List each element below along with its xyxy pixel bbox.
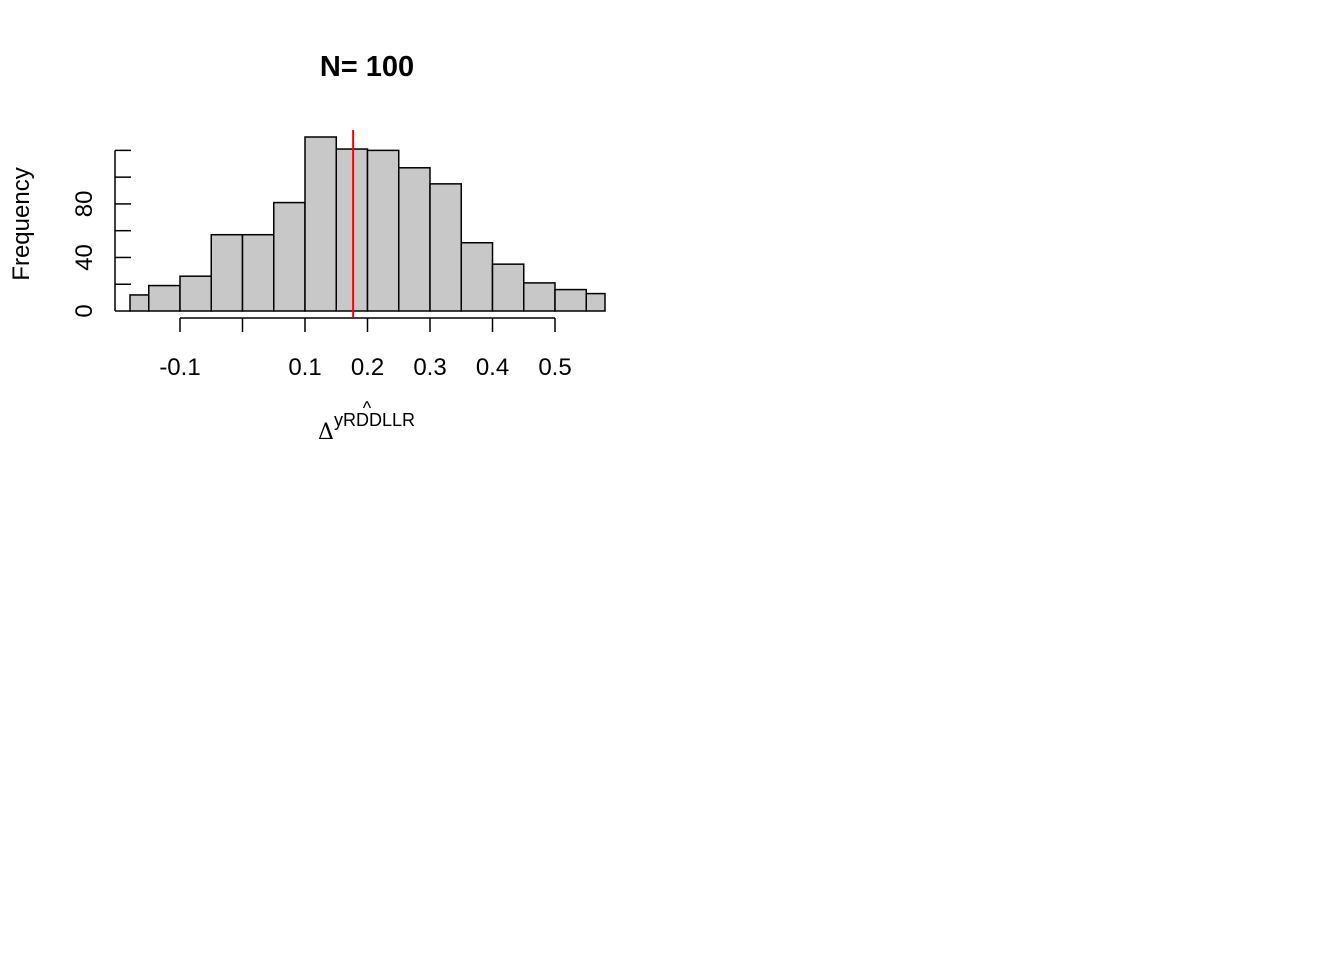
histogram-bar-12 [491, 263, 525, 312]
x-tick-label-3: 0.2 [351, 354, 384, 381]
histogram-bar-5 [273, 201, 306, 312]
x-tick-label-0: -0.1 [159, 354, 200, 381]
histogram-bar-1 [148, 284, 181, 312]
histogram-bar-10 [429, 183, 462, 312]
histogram-bar-4 [241, 233, 275, 312]
histogram-bar-9 [398, 167, 431, 312]
y-axis: 0 40 80 [71, 149, 131, 318]
x-axis-label-superscript: yRDDLLR [334, 410, 415, 430]
x-axis: -0.1 0.1 0.2 0.3 0.4 0.5 [159, 317, 572, 381]
x-axis-label-hat: ^ [363, 398, 372, 418]
x-tick-label-4: 0.3 [413, 354, 446, 381]
histogram-bar-13 [523, 282, 556, 312]
x-tick-label-5: 0.4 [476, 354, 509, 381]
y-tick-label-2: 40 [71, 244, 98, 271]
y-tick-label-4: 80 [71, 191, 98, 218]
histogram-bar-8 [366, 149, 400, 312]
histogram-bar-7 [335, 148, 369, 312]
histogram-bar-15 [585, 292, 606, 312]
y-tick-label-0: 0 [71, 304, 98, 317]
x-axis-label: Δ ^ yRDDLLR [318, 398, 415, 445]
y-axis-label: Frequency [8, 167, 35, 280]
histogram-bar-6 [304, 136, 337, 312]
histogram-bar-3 [210, 233, 244, 312]
x-tick-label-6: 0.5 [538, 354, 571, 381]
histogram-bar-2 [179, 275, 212, 312]
bars-layer [129, 136, 606, 312]
histogram-bar-0 [129, 294, 150, 312]
histogram-bar-11 [460, 241, 494, 312]
x-tick-label-2: 0.1 [288, 354, 321, 381]
chart-title: N= 100 [320, 51, 414, 83]
histogram-bar-14 [554, 288, 587, 312]
x-axis-label-symbol: Δ [318, 420, 334, 445]
